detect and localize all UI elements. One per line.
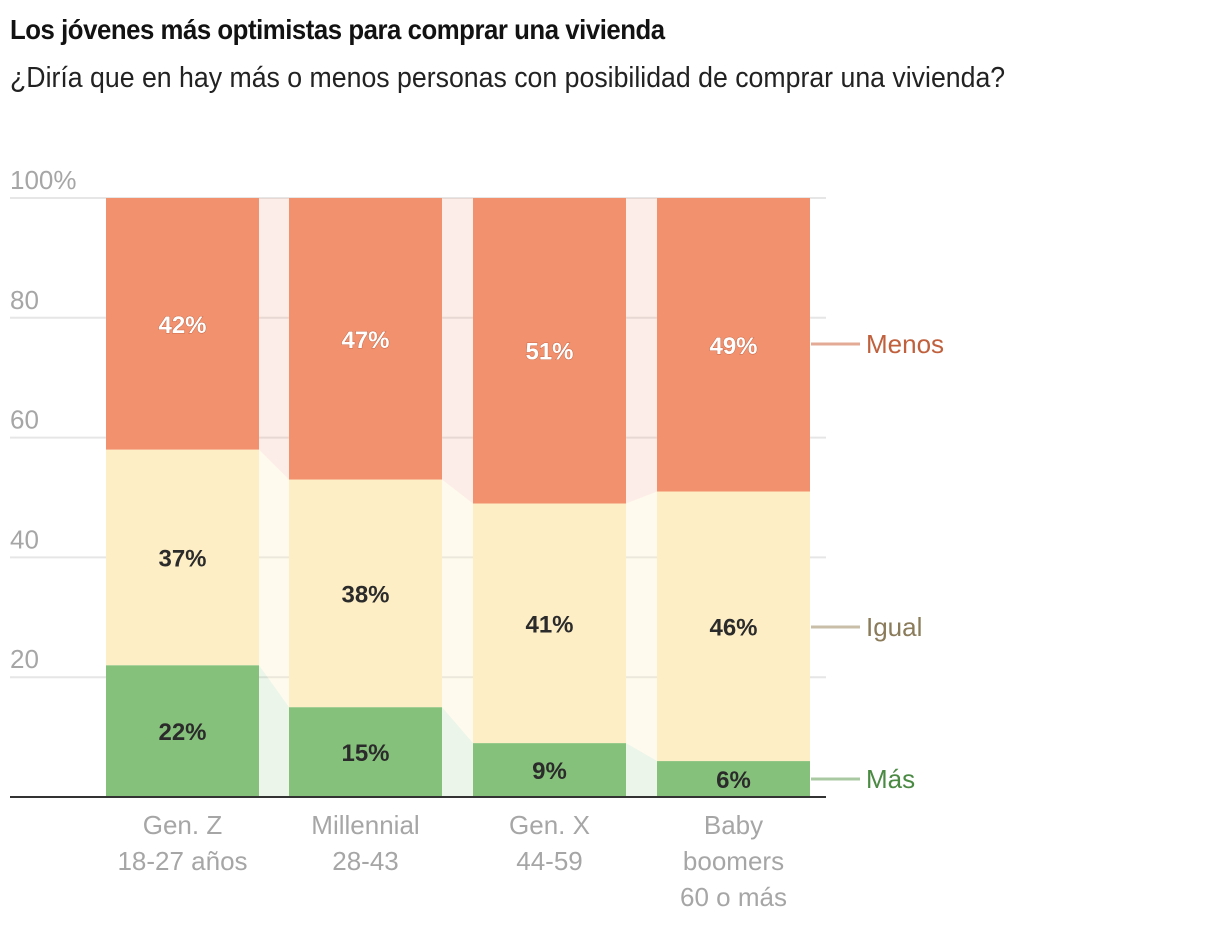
connector-menos: [626, 198, 657, 504]
x-tick-label: 28-43: [332, 846, 399, 876]
value-label: 47%: [341, 327, 389, 354]
x-tick-label: Gen. X: [509, 810, 590, 840]
connector-igual: [442, 479, 473, 744]
connector-menos: [259, 198, 289, 480]
y-tick-label: 80: [10, 285, 39, 315]
value-label: 49%: [709, 333, 757, 360]
bar-connectors: [259, 198, 657, 797]
bar-segment-más: [473, 743, 626, 797]
value-label: 42%: [158, 312, 206, 339]
connector-más: [626, 743, 657, 797]
x-tick-label: Millennial: [311, 810, 419, 840]
value-label: 37%: [158, 545, 206, 572]
connector-igual: [259, 449, 289, 708]
bar-segment-igual: [289, 479, 442, 708]
bar-segment-más: [289, 707, 442, 797]
connector-más: [259, 665, 289, 797]
value-label: 51%: [525, 339, 573, 366]
x-tick-label: Gen. Z: [143, 810, 223, 840]
bar-segment-menos: [289, 198, 442, 480]
bar-segment-menos: [473, 198, 626, 504]
y-tick-label: 60: [10, 405, 39, 435]
legend-label-más: Más: [866, 764, 915, 794]
value-label: 6%: [716, 767, 751, 794]
x-tick-label: 18-27 años: [117, 846, 247, 876]
value-labels: 22% 37% 42% 15% 38% 47% 9% 41% 51% 6% 46% 49%: [158, 311, 758, 794]
connector-menos: [442, 198, 473, 504]
bar-segment-menos: [657, 198, 810, 492]
value-label: 9%: [532, 758, 567, 785]
x-tick-label: 44-59: [516, 846, 583, 876]
bar-segment-más: [657, 761, 810, 797]
x-tick-label: Baby: [704, 810, 763, 840]
value-label: 15%: [341, 740, 389, 767]
bar-segment-igual: [473, 503, 626, 744]
value-label: 46%: [709, 614, 757, 641]
bars: [106, 198, 810, 797]
axes: 20 40 60 80 100% Gen. Z 18-27 años Millennial 28…: [10, 165, 826, 912]
connector-más: [442, 707, 473, 797]
legend: Más Igual Menos: [811, 329, 944, 794]
connector-igual: [626, 491, 657, 762]
value-label: 22%: [158, 719, 206, 746]
x-tick-label: 60 o más: [680, 882, 787, 912]
legend-label-igual: Igual: [866, 612, 922, 642]
chart-title: Los jóvenes más optimistas para comprar …: [10, 14, 665, 45]
y-tick-label: 100%: [10, 165, 77, 195]
y-tick-label: 20: [10, 644, 39, 674]
legend-label-menos: Menos: [866, 329, 944, 359]
value-label: 41%: [525, 611, 573, 638]
value-label: 38%: [341, 581, 389, 608]
bar-segment-igual: [657, 491, 810, 762]
chart-subtitle: ¿Diría que en hay más o menos personas c…: [10, 62, 1006, 94]
x-tick-label: boomers: [683, 846, 784, 876]
bar-segment-menos: [106, 198, 259, 450]
bar-segment-más: [106, 665, 259, 797]
bar-segment-igual: [106, 449, 259, 666]
y-tick-label: 40: [10, 524, 39, 554]
